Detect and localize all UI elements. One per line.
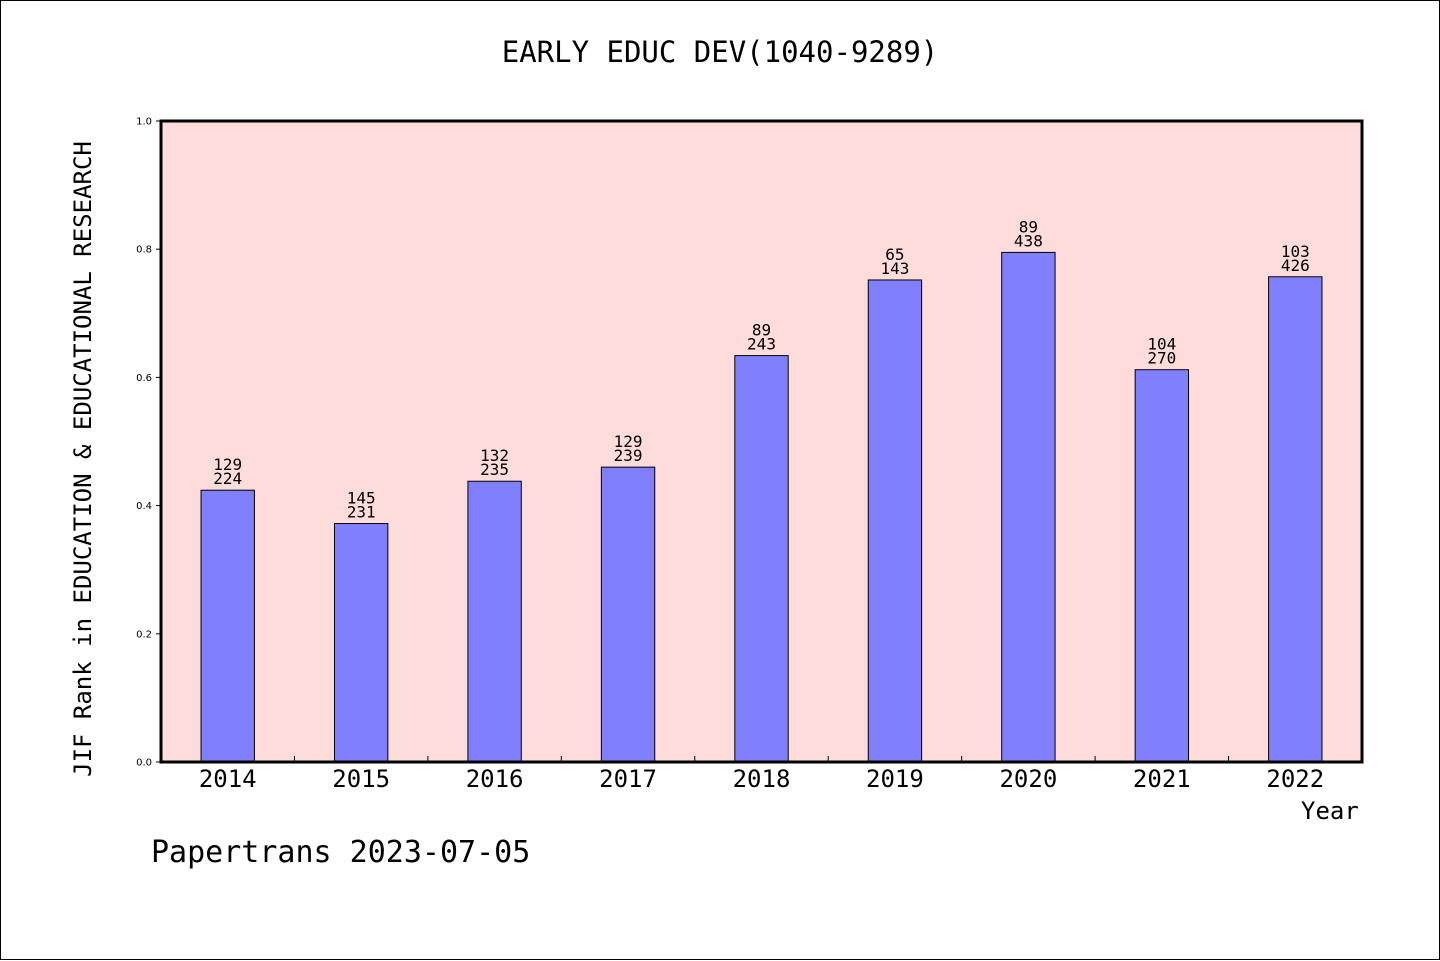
bar-rank-label: 103 xyxy=(1281,242,1310,261)
bar xyxy=(600,466,656,763)
bar-rank-label: 89 xyxy=(1019,217,1038,236)
bar-rank-label: 129 xyxy=(614,432,643,451)
x-tick-label: 2018 xyxy=(733,765,791,793)
x-tick-label: 2022 xyxy=(1266,765,1324,793)
bar-rank-label: 104 xyxy=(1147,335,1176,354)
bar-rank-label: 65 xyxy=(885,245,904,264)
y-tick-label: 0.2 xyxy=(136,629,152,640)
x-tick-label: 2021 xyxy=(1133,765,1191,793)
bar xyxy=(1001,251,1056,763)
x-axis-ticks: 2014 2015 2016 2017 2018 2019 2020 2021 2022 xyxy=(199,756,1324,793)
y-tick-label: 0.6 xyxy=(136,373,152,384)
y-axis-label: JIF Rank in EDUCATION & EDUCATIONAL RESE… xyxy=(69,141,97,777)
bar-labels: 1292241452311322351292398924365143894381… xyxy=(213,217,1309,521)
bar xyxy=(734,355,789,763)
bar xyxy=(867,279,923,763)
bar-total-label: 235 xyxy=(480,460,509,479)
x-tick-label: 2015 xyxy=(332,765,390,793)
x-tick-label: 2019 xyxy=(866,765,924,793)
bar xyxy=(333,523,389,763)
y-tick-label: 0.4 xyxy=(136,501,152,512)
y-tick-label: 0.8 xyxy=(136,245,152,256)
bar-total-label: 243 xyxy=(747,335,776,354)
chart-title: EARLY EDUC DEV(1040-9289) xyxy=(501,35,939,69)
y-tick-label: 1.0 xyxy=(136,117,152,128)
plot-border xyxy=(159,119,1364,764)
bar xyxy=(467,480,522,763)
bar xyxy=(1134,369,1190,763)
bars xyxy=(200,251,1323,763)
x-tick-label: 2017 xyxy=(599,765,657,793)
footer-text: Papertrans 2023-07-05 xyxy=(151,835,531,870)
bar xyxy=(200,489,255,763)
y-tick-label: 0.0 xyxy=(136,758,152,769)
bar-rank-label: 129 xyxy=(213,455,242,474)
x-tick-label: 2014 xyxy=(199,765,257,793)
bar-rank-label: 132 xyxy=(480,446,509,465)
bar-total-label: 231 xyxy=(347,503,376,522)
bar-total-label: 239 xyxy=(614,446,643,465)
y-axis-ticks: 0.0 0.2 0.4 0.6 0.8 1.0 xyxy=(136,117,161,769)
bar-total-label: 438 xyxy=(1014,231,1043,250)
x-tick-label: 2020 xyxy=(999,765,1057,793)
x-tick-label: 2016 xyxy=(466,765,524,793)
bar-total-label: 270 xyxy=(1147,349,1176,368)
bar-total-label: 143 xyxy=(880,259,909,278)
bar-total-label: 224 xyxy=(213,469,242,488)
x-axis-label: Year xyxy=(1301,797,1359,825)
bar-rank-label: 89 xyxy=(752,321,771,340)
bar xyxy=(1268,276,1323,763)
bar-rank-label: 145 xyxy=(347,489,376,508)
bar-total-label: 426 xyxy=(1281,256,1310,275)
